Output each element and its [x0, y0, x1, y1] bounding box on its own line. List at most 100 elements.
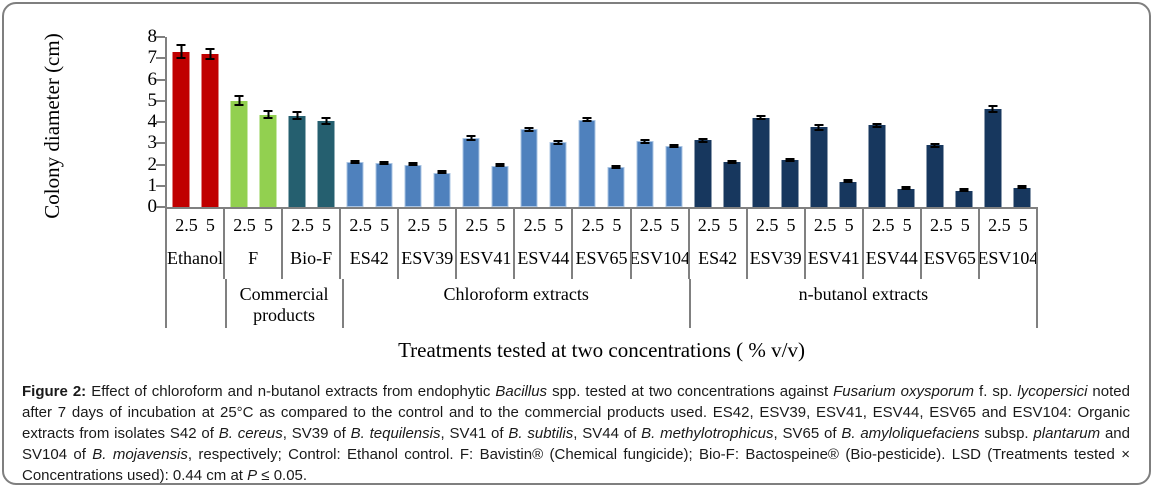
- concentration-label: 5: [496, 215, 506, 235]
- caption-text: , SV44 of: [573, 425, 642, 442]
- bar-group: [283, 37, 341, 207]
- y-tick-mark: [156, 142, 165, 145]
- bar: [172, 51, 190, 207]
- caption-text: subsp.: [979, 425, 1034, 442]
- concentration-label: 2.5: [813, 215, 837, 235]
- bar-group: [746, 37, 804, 207]
- y-tick-label: 5: [147, 89, 158, 111]
- caption-figure-number: Figure 2:: [22, 383, 87, 400]
- treatment-label: Ethanol: [165, 245, 223, 279]
- error-bar: [582, 117, 592, 123]
- concentration-cell: 2.5 5: [455, 209, 513, 245]
- concentration-label: 5: [844, 215, 854, 235]
- concentration-cell: 2.5 5: [977, 209, 1036, 245]
- concentration-cell: 2.5 5: [861, 209, 920, 245]
- error-bar: [263, 110, 273, 119]
- section-label: Commercial products: [224, 279, 342, 328]
- bar-slot: [891, 37, 920, 207]
- concentration-label: 5: [205, 215, 215, 235]
- bar-slot: [659, 37, 688, 207]
- concentration-cell: 2.5 5: [571, 209, 629, 245]
- error-bar-line: [557, 141, 560, 143]
- caption-text: spp. tested at two concentrations agains…: [547, 383, 834, 400]
- bar-slot: [746, 37, 775, 207]
- error-bar: [756, 115, 766, 121]
- bar-slot: [573, 37, 602, 207]
- bar-group: [515, 37, 573, 207]
- bar-slot: [717, 37, 746, 207]
- error-bar-line: [238, 97, 241, 105]
- bar: [201, 54, 219, 207]
- bar: [375, 163, 393, 207]
- bar-group: [341, 37, 399, 207]
- treatment-label: ESV104: [977, 245, 1036, 279]
- x-axis-title: Treatments tested at two concentrations …: [398, 338, 805, 362]
- section-label-row: Commercial products Chloroform extracts n-…: [165, 279, 1038, 328]
- bar: [810, 127, 828, 207]
- treatment-label-row: Ethanol F Bio-F ES42 ESV39 ESV41 ESV44 ESV65 ESV…: [165, 245, 1038, 279]
- error-bar: [466, 135, 476, 141]
- error-bar: [640, 138, 650, 144]
- error-bar: [930, 142, 940, 148]
- error-bar-line: [267, 112, 270, 117]
- bar-slot: [283, 37, 312, 207]
- bar-slot: [775, 37, 804, 207]
- error-bar-line: [325, 118, 328, 124]
- bar-group: [457, 37, 515, 207]
- bar: [578, 119, 596, 207]
- y-tick-label: 8: [147, 26, 158, 47]
- concentration-label: 5: [670, 215, 680, 235]
- bar: [491, 165, 509, 207]
- bar-slot: [688, 37, 717, 207]
- error-bar-line: [296, 113, 299, 118]
- concentration-label: 5: [902, 215, 912, 235]
- caption-text: f. sp.: [974, 383, 1018, 400]
- bar: [665, 146, 683, 207]
- concentration-label: 2.5: [581, 215, 605, 235]
- treatment-label: ES42: [687, 245, 746, 279]
- bar: [317, 120, 335, 207]
- bar: [433, 173, 451, 207]
- error-bar-line: [209, 49, 212, 59]
- bar-slot: [602, 37, 631, 207]
- bar-group: [688, 37, 746, 207]
- error-bar: [669, 144, 679, 149]
- bar: [752, 117, 770, 207]
- concentration-label: 2.5: [349, 215, 372, 235]
- y-tick-label: 3: [147, 132, 158, 154]
- bar: [462, 137, 480, 207]
- concentration-label: 2.5: [175, 215, 198, 235]
- section-label: Chloroform extracts: [341, 279, 689, 328]
- concentration-label: 2.5: [930, 215, 953, 235]
- bar-group: [920, 37, 978, 207]
- concentration-label: 5: [728, 215, 738, 235]
- caption-text: B. subtilis: [508, 425, 574, 442]
- caption-text: noted after 7 days of incubation at 25°C…: [22, 383, 1130, 442]
- concentration-cell: 2.5 5: [513, 209, 571, 245]
- error-bar-line: [180, 46, 183, 58]
- concentration-label: 5: [322, 215, 331, 235]
- bar-group: [631, 37, 689, 207]
- caption-text: B. amyloliquefaciens: [841, 425, 980, 442]
- bar: [549, 142, 567, 207]
- y-tick-mark: [156, 184, 165, 187]
- concentration-cell: 2.5 5: [223, 209, 281, 245]
- bar-group: [225, 37, 283, 207]
- concentration-label: 2.5: [639, 215, 663, 235]
- y-tick-mark: [156, 36, 165, 38]
- caption-text: , respectively; Control: Ethanol control…: [22, 446, 1130, 484]
- error-bar-line: [701, 139, 704, 141]
- bar-slot: [167, 37, 196, 207]
- caption-text: ≤ 0.05.: [257, 467, 308, 484]
- figure-caption: Figure 2: Effect of chloroform and n-but…: [22, 381, 1130, 486]
- concentration-label: 2.5: [291, 215, 314, 235]
- error-bar: [988, 105, 998, 114]
- error-bar: [205, 47, 215, 61]
- concentration-label: 5: [554, 215, 564, 235]
- error-bar-line: [875, 124, 878, 126]
- treatment-label: ESV44: [861, 245, 920, 279]
- concentration-label: 5: [1018, 215, 1028, 235]
- error-bar: [814, 124, 824, 131]
- y-tick-label: 7: [147, 47, 158, 69]
